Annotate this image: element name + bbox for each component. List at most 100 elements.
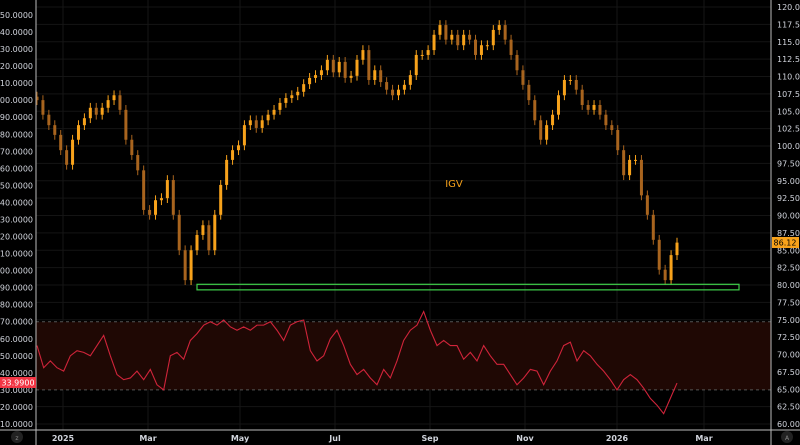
price-tick-label: 120.00	[777, 3, 800, 12]
candle-body	[402, 84, 406, 90]
rsi-tick-label: 220.0000	[0, 62, 33, 71]
candle-body	[497, 25, 501, 30]
candle-body	[432, 34, 436, 51]
price-tick-label: 77.50	[777, 298, 800, 307]
candle-body	[106, 100, 110, 108]
candle-body	[314, 75, 318, 78]
price-tick-label: 85.00	[777, 246, 800, 255]
price-tick-label: 80.00	[777, 281, 800, 290]
candle-body	[509, 39, 513, 55]
candle-body	[65, 150, 69, 165]
price-tick-label: 75.00	[777, 316, 800, 325]
rsi-tick-label: 70.0000	[0, 318, 33, 327]
time-tick-label: May	[231, 434, 250, 443]
price-tick-label: 65.00	[777, 385, 800, 394]
rsi-tick-label: 20.0000	[0, 403, 33, 412]
price-tick-label: 100.00	[777, 142, 800, 151]
rsi-axis[interactable]: 250.0000 240.0000 230.0000 220.0000 210.0000…	[0, 11, 33, 429]
candle-body	[284, 98, 288, 103]
candle-body	[669, 255, 673, 281]
rsi-tick-label: 120.0000	[0, 233, 33, 242]
rsi-line	[36, 310, 678, 415]
price-tick-label: 117.50	[777, 20, 800, 29]
candle-body	[130, 139, 134, 156]
rsi-tick-label: 180.0000	[0, 130, 33, 139]
candle-body	[53, 125, 57, 135]
candle-body	[254, 120, 258, 128]
price-tick-label: 92.50	[777, 194, 800, 203]
candle-body	[414, 54, 418, 76]
candle-body	[308, 77, 312, 85]
last-rsi-badge	[0, 377, 36, 388]
candle-body	[586, 104, 590, 110]
timezone-button[interactable]	[11, 431, 23, 443]
price-tick-label: 97.50	[777, 159, 800, 168]
candle-body	[361, 50, 365, 60]
rsi-tick-label: 170.0000	[0, 147, 33, 156]
candle-body	[639, 159, 643, 196]
candle-body	[645, 195, 649, 215]
price-tick-label: 87.50	[777, 229, 800, 238]
rsi-tick-label: 50.0000	[0, 352, 33, 361]
candle-body	[248, 120, 252, 126]
price-tick-label: 70.00	[777, 351, 800, 360]
support-zone-rectangle[interactable]	[196, 283, 740, 291]
candle-body	[266, 114, 270, 121]
candle-body	[290, 95, 294, 99]
rsi-tick-label: 140.0000	[0, 198, 33, 207]
candle-body	[604, 114, 608, 126]
rsi-band	[36, 321, 771, 390]
candle-body	[628, 159, 632, 176]
candle-body	[302, 84, 306, 92]
candle-body	[331, 59, 335, 73]
candle-body	[242, 125, 246, 146]
candle-body	[195, 234, 199, 251]
auto-scale-icon: A	[785, 435, 790, 442]
candles	[35, 20, 679, 285]
candle-body	[610, 125, 614, 131]
candle-body	[503, 25, 507, 40]
candle-body	[462, 34, 466, 46]
z-icon: z	[15, 435, 18, 442]
rsi-tick-label: 200.0000	[0, 96, 33, 105]
rsi-tick-label: 250.0000	[0, 11, 33, 20]
candle-body	[260, 120, 264, 128]
candle-body	[379, 70, 383, 83]
candle-body	[100, 107, 104, 115]
rsi-tick-label: 210.0000	[0, 79, 33, 88]
last-price-label: 86.12	[774, 239, 797, 248]
candle-body	[551, 114, 555, 126]
candle-body	[207, 225, 211, 251]
candle-body	[59, 134, 63, 151]
candle-body	[651, 214, 655, 240]
candle-body	[474, 39, 478, 55]
candle-body	[450, 34, 454, 40]
candle-body	[325, 59, 329, 71]
candle-body	[533, 100, 537, 121]
candle-body	[88, 107, 92, 119]
candle-body	[663, 269, 667, 281]
candle-body	[171, 180, 175, 215]
time-axis[interactable]: 2025 Mar May Jul Sep Nov 2026 Mar	[52, 434, 713, 443]
price-tick-label: 82.50	[777, 264, 800, 273]
rsi-tick-label: 100.0000	[0, 267, 33, 276]
candle-body	[391, 89, 395, 96]
candle-body	[385, 82, 389, 90]
price-tick-label: 60.00	[777, 420, 800, 429]
candle-body	[622, 150, 626, 176]
candle-body	[47, 114, 51, 126]
price-tick-label: 107.50	[777, 90, 800, 99]
rsi-tick-label: 110.0000	[0, 250, 33, 259]
price-axis[interactable]: 120.00 117.50 115.00 112.50 110.00 107.50 105.…	[777, 3, 800, 429]
candle-body	[136, 155, 140, 171]
last-rsi-label: 33.9900	[1, 379, 34, 388]
candle-body	[142, 170, 146, 210]
auto-scale-button[interactable]	[781, 431, 793, 443]
candle-body	[438, 25, 442, 35]
candle-body	[456, 34, 460, 46]
candle-body	[94, 107, 98, 115]
rsi-tick-label: 10.0000	[0, 420, 33, 429]
candle-body	[112, 95, 116, 101]
candle-body	[201, 225, 205, 235]
